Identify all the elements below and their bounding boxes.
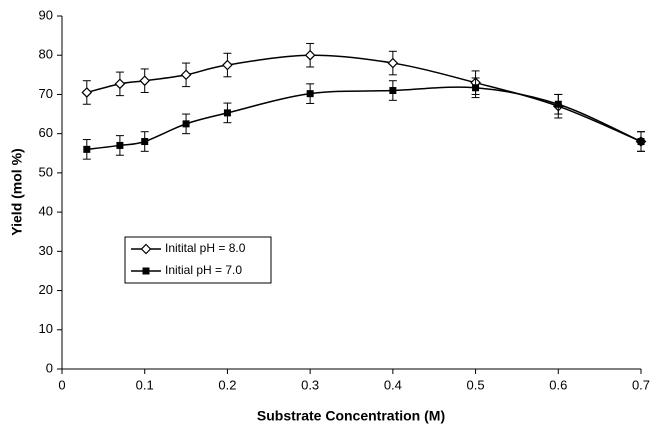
marker xyxy=(387,57,399,69)
marker xyxy=(306,90,314,98)
y-tick-label: 30 xyxy=(39,243,53,258)
marker xyxy=(83,145,91,153)
y-tick-label: 40 xyxy=(39,204,53,219)
x-tick-label: 0.6 xyxy=(549,377,567,392)
marker xyxy=(182,120,190,128)
y-tick-label: 60 xyxy=(39,125,53,140)
legend-marker xyxy=(142,267,150,275)
x-tick-label: 0.4 xyxy=(384,377,402,392)
marker xyxy=(139,75,151,87)
marker xyxy=(180,69,192,81)
marker xyxy=(472,84,480,92)
x-tick-label: 0 xyxy=(58,377,65,392)
marker xyxy=(116,141,124,149)
marker xyxy=(81,87,93,98)
y-tick-label: 50 xyxy=(39,164,53,179)
legend-label: Initital pH = 8.0 xyxy=(165,241,246,255)
series-line xyxy=(86,86,642,151)
legend-box xyxy=(124,236,272,284)
x-tick-label: 0.2 xyxy=(218,377,236,392)
marker xyxy=(389,87,397,95)
y-tick-label: 10 xyxy=(39,321,53,336)
x-tick-label: 0.5 xyxy=(467,377,485,392)
x-tick-label: 0.1 xyxy=(136,377,154,392)
y-tick-label: 90 xyxy=(39,7,53,22)
legend-label: Initial pH = 7.0 xyxy=(165,263,242,277)
y-tick-label: 0 xyxy=(46,360,53,375)
marker xyxy=(554,100,562,108)
y-tick-label: 70 xyxy=(39,86,53,101)
marker xyxy=(141,138,149,146)
x-tick-label: 0.3 xyxy=(301,377,319,392)
y-axis-title: Yield (mol %) xyxy=(9,148,25,235)
marker xyxy=(223,109,231,117)
marker xyxy=(637,138,645,146)
marker xyxy=(114,78,126,90)
legend-marker xyxy=(140,243,152,255)
y-tick-label: 20 xyxy=(39,282,53,297)
marker xyxy=(222,59,233,71)
marker xyxy=(304,49,316,61)
y-tick-label: 80 xyxy=(39,47,53,62)
x-tick-label: 0.7 xyxy=(632,377,650,392)
x-axis-title: Substrate Concentration (M) xyxy=(257,408,445,424)
